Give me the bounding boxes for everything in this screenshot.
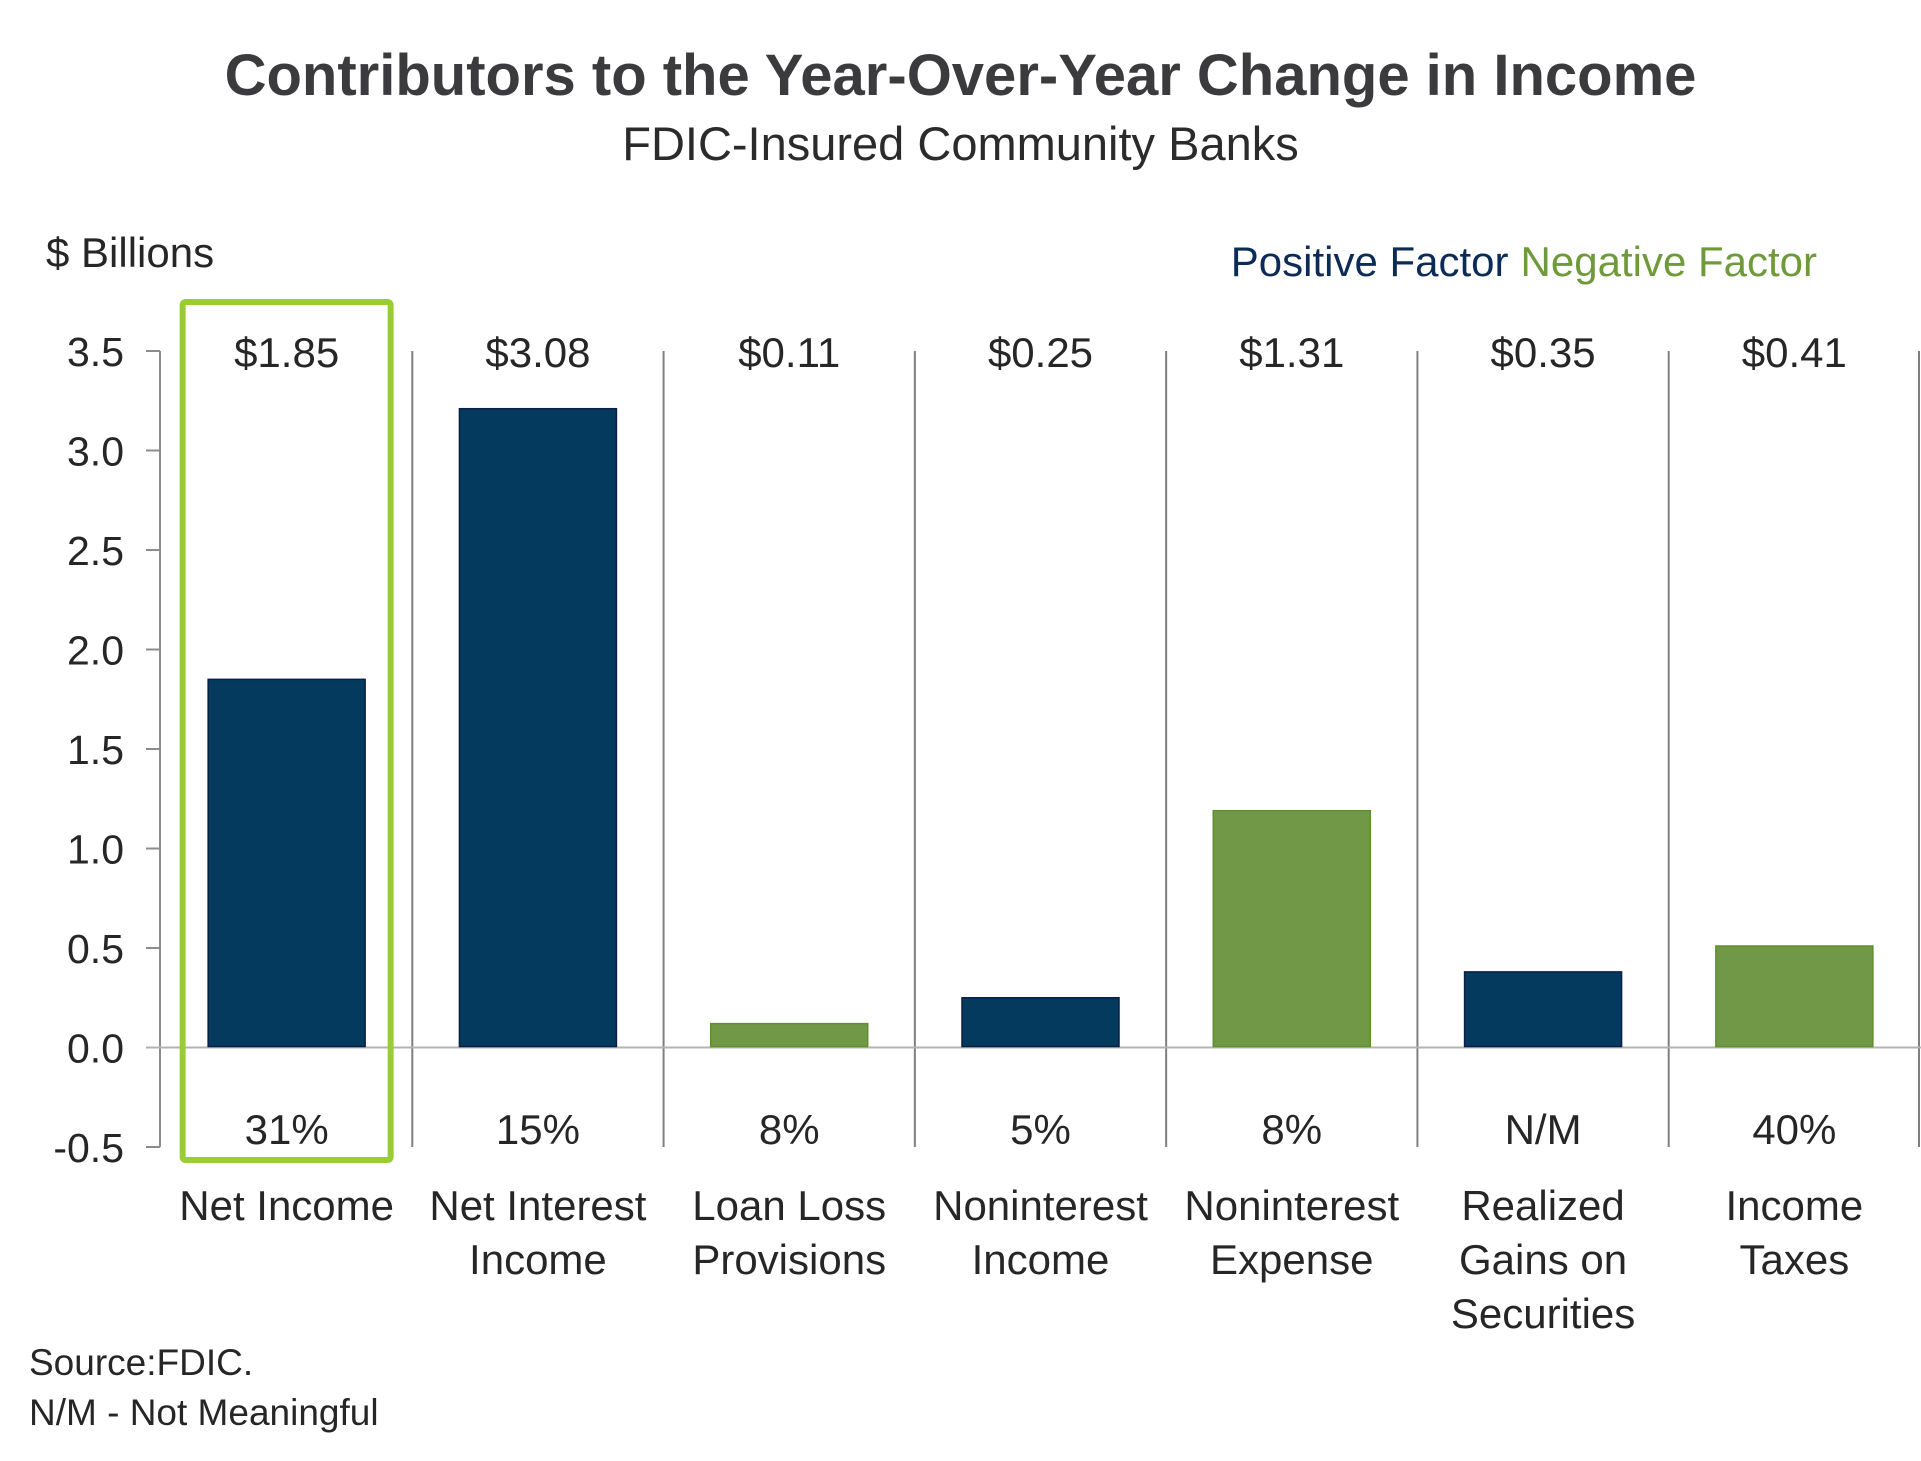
y-tick-label: 2.0 (67, 628, 124, 674)
bar-percent-label: 40% (1752, 1106, 1836, 1153)
bar-percent-label: 5% (1010, 1106, 1071, 1153)
y-tick-label: 0.0 (67, 1026, 124, 1072)
bar-value-label: $0.35 (1491, 329, 1596, 376)
bar-value-label: $1.31 (1239, 329, 1344, 376)
y-tick-label: -0.5 (53, 1125, 124, 1171)
x-category-label: Net Interest (429, 1182, 646, 1229)
x-category-label: Provisions (692, 1236, 886, 1283)
bar (1715, 945, 1874, 1048)
y-tick-label: 1.5 (67, 727, 124, 773)
legend-item-positive: Positive Factor (1230, 238, 1509, 285)
bar-percent-label: 8% (1261, 1106, 1322, 1153)
bar (961, 997, 1120, 1048)
x-category-label: Expense (1210, 1236, 1373, 1283)
source-note: Source:FDIC. (29, 1342, 254, 1383)
y-tick-label: 2.5 (67, 528, 124, 574)
x-category-label: Securities (1451, 1290, 1635, 1337)
chart-title: Contributors to the Year-Over-Year Chang… (224, 43, 1697, 108)
x-category-label: Taxes (1739, 1236, 1849, 1283)
x-category-label: Income (469, 1236, 607, 1283)
highlight-box (179, 299, 394, 1163)
legend: Positive Factor Negative Factor (1231, 238, 1817, 286)
y-tick-label: 3.0 (67, 429, 124, 475)
bar-percent-label: 8% (759, 1106, 820, 1153)
y-tick-label: 3.5 (67, 329, 124, 375)
footnotes: Source:FDIC. N/M - Not Meaningful (29, 1338, 379, 1438)
y-tick-label: 1.0 (67, 827, 124, 873)
x-category-label: Net Income (179, 1182, 394, 1229)
bar-value-label: $3.08 (485, 329, 590, 376)
x-category-label: Noninterest (933, 1182, 1148, 1229)
bar (1212, 809, 1372, 1048)
bar-percent-label: N/M (1505, 1106, 1582, 1153)
chart-subtitle: FDIC-Insured Community Banks (622, 117, 1299, 170)
bar (207, 678, 366, 1048)
bar-value-label: $1.85 (234, 329, 339, 376)
x-category-label: Income (1725, 1182, 1863, 1229)
legend-item-negative: Negative Factor (1520, 238, 1817, 285)
bar-value-label: $0.11 (738, 329, 840, 376)
x-category-label: Loan Loss (692, 1182, 886, 1229)
y-tick-label: 0.5 (67, 926, 124, 972)
y-axis-unit-label: $ Billions (46, 229, 215, 276)
x-category-label: Realized (1461, 1182, 1624, 1229)
bar-value-label: $0.25 (988, 329, 1093, 376)
x-category-label: Income (972, 1236, 1110, 1283)
bar (458, 407, 618, 1048)
nm-note: N/M - Not Meaningful (29, 1392, 379, 1433)
bar-percent-label: 15% (496, 1106, 580, 1153)
bar-value-label: $0.41 (1742, 329, 1847, 376)
bar (709, 1022, 869, 1048)
x-category-label: Noninterest (1184, 1182, 1399, 1229)
bar (1463, 971, 1623, 1048)
bar-percent-label: 31% (245, 1106, 329, 1153)
x-category-label: Gains on (1459, 1236, 1627, 1283)
